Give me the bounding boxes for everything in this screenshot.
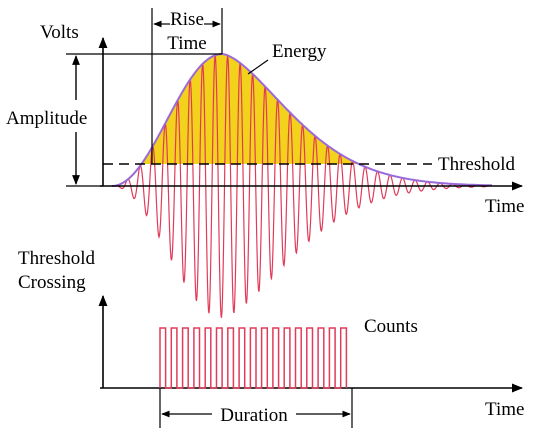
threshold-label: Threshold bbox=[438, 154, 516, 175]
duration-label: Duration bbox=[220, 405, 288, 426]
rise-label: Rise bbox=[170, 9, 204, 30]
time-axis-top-label: Time bbox=[485, 196, 524, 217]
counts-label: Counts bbox=[364, 316, 418, 337]
volts-label: Volts bbox=[40, 22, 79, 43]
energy-envelope bbox=[112, 53, 493, 187]
energy-label: Energy bbox=[272, 41, 327, 62]
amplitude-label: Amplitude bbox=[6, 108, 87, 129]
threshold-crossing-label-1: Threshold bbox=[18, 248, 96, 269]
time-axis-bottom-label: Time bbox=[485, 399, 524, 420]
energy-pointer bbox=[247, 59, 269, 75]
count-pulses bbox=[159, 327, 348, 389]
rise-time-label: Time bbox=[167, 33, 206, 54]
threshold-crossing-label-2: Crossing bbox=[18, 272, 86, 293]
